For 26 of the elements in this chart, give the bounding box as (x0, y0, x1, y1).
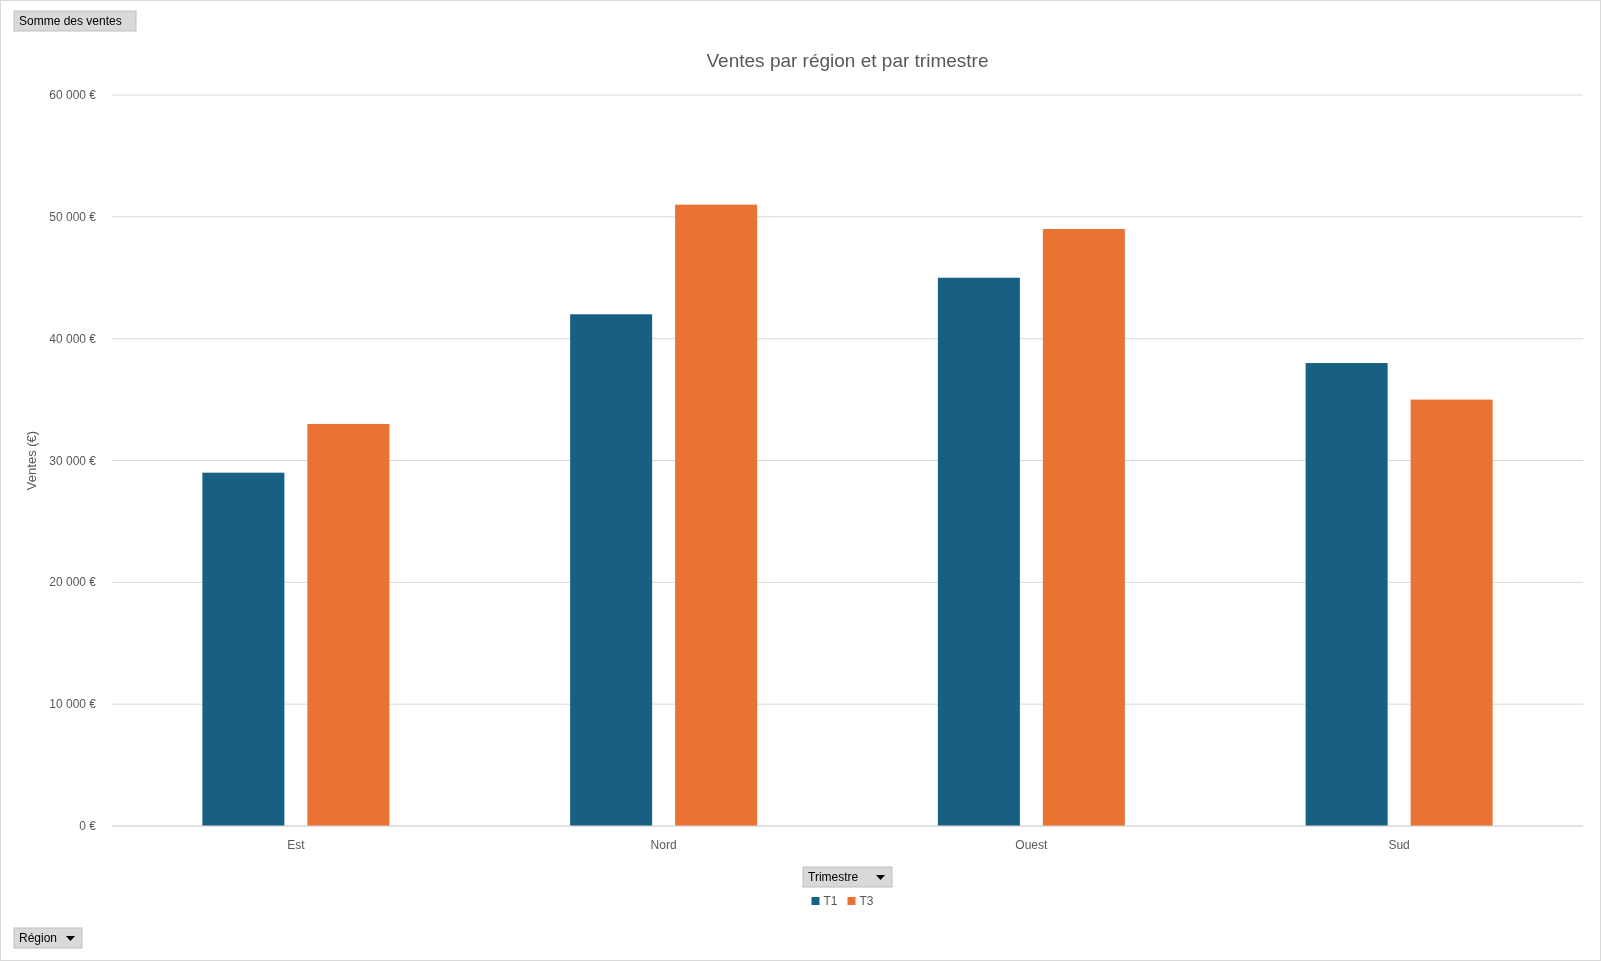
bar (307, 423, 390, 826)
y-tick-label: 10 000 € (49, 697, 97, 712)
bar (675, 204, 758, 826)
bar (1410, 399, 1493, 826)
y-tick-label: 60 000 € (49, 88, 97, 102)
bar (202, 472, 285, 826)
x-tick-label: Est (287, 838, 306, 852)
x-tick-label: Nord (650, 838, 677, 852)
bar (570, 314, 653, 826)
x-tick-label: Ouest (1015, 838, 1049, 852)
text: Somme des ventes (19, 14, 122, 28)
bar (1305, 363, 1388, 826)
y-tick-label: 20 000 € (49, 575, 97, 590)
y-tick-label: 50 000 € (49, 209, 97, 224)
legend-title: Trimestre (808, 870, 859, 884)
text: Région (19, 931, 58, 945)
x-tick-label: Sud (1388, 838, 1410, 852)
bar (1042, 229, 1125, 826)
y-tick-label: 0 € (79, 819, 97, 833)
y-axis-title: Ventes (€) (24, 430, 39, 491)
chart-title: Ventes par région et par trimestre (706, 50, 989, 71)
legend-label: T1 (823, 894, 838, 908)
bar (937, 277, 1020, 826)
y-tick-label: 40 000 € (49, 331, 97, 346)
legend-label: T3 (859, 894, 874, 908)
y-tick-label: 30 000 € (49, 453, 97, 468)
